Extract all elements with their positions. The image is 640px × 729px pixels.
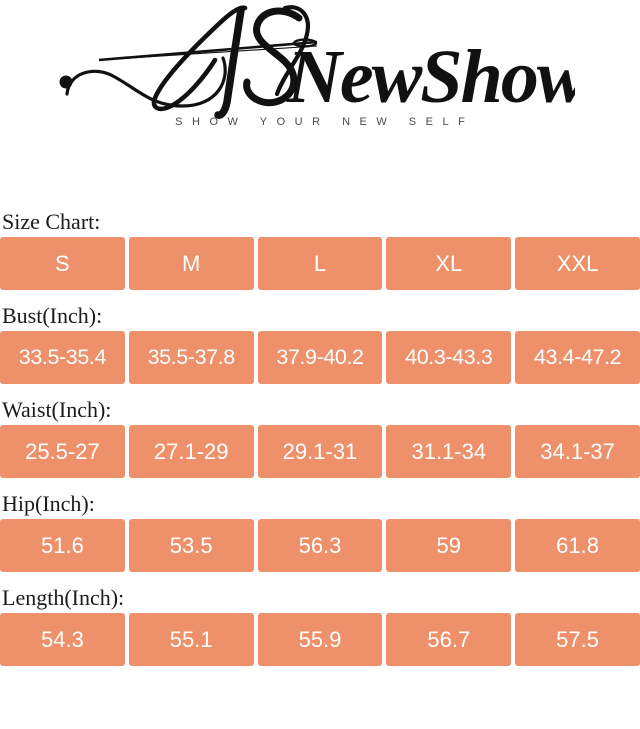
size-cell-l: L	[257, 237, 383, 290]
length-row-label: Length(Inch):	[2, 585, 125, 610]
length-cell-xxl: 57.5	[515, 613, 640, 666]
size-header-row: S M L XL XXL	[0, 237, 640, 290]
waist-row-label: Waist(Inch):	[2, 397, 112, 422]
size-cell-xl: XL	[386, 237, 512, 290]
waist-cell-m: 27.1-29	[128, 425, 254, 478]
size-cell-s: S	[0, 237, 125, 290]
size-cell-xxl: XXL	[515, 237, 640, 290]
waist-cell-l: 29.1-31	[257, 425, 383, 478]
length-cell-m: 55.1	[128, 613, 254, 666]
needle-and-thread-icon: NewShows	[59, 5, 616, 119]
waist-cell-s: 25.5-27	[0, 425, 125, 478]
length-row: 54.3 55.1 55.9 56.7 57.5	[0, 613, 640, 666]
hip-cell-l: 56.3	[257, 519, 383, 572]
hip-row-label: Hip(Inch):	[2, 491, 95, 516]
hip-cell-xxl: 61.8	[515, 519, 640, 572]
length-cell-s: 54.3	[0, 613, 125, 666]
hip-row: 51.6 53.5 56.3 59 61.8	[0, 519, 640, 572]
hip-cell-xl: 59	[386, 519, 512, 572]
brand-logo: NewShows	[55, 2, 616, 120]
bust-row: 33.5-35.4 35.5-37.8 37.9-40.2 40.3-43.3 …	[0, 331, 640, 384]
bust-cell-m: 35.5-37.8	[128, 331, 254, 384]
bust-cell-l: 37.9-40.2	[257, 331, 383, 384]
waist-cell-xxl: 34.1-37	[515, 425, 640, 478]
size-chart: Size Chart: S M L XL XXL Bust(Inch): 33.…	[0, 208, 640, 666]
size-chart-title: Size Chart:	[2, 209, 101, 234]
length-cell-l: 55.9	[257, 613, 383, 666]
brand-wordmark: NewShows	[286, 35, 575, 119]
brand-tagline: SHOW YOUR NEW SELF	[175, 116, 475, 128]
hip-cell-m: 53.5	[128, 519, 254, 572]
size-cell-m: M	[128, 237, 254, 290]
bust-cell-xl: 40.3-43.3	[386, 331, 512, 384]
bust-cell-s: 33.5-35.4	[0, 331, 125, 384]
length-cell-xl: 56.7	[386, 613, 512, 666]
bust-row-label: Bust(Inch):	[2, 303, 103, 328]
waist-cell-xl: 31.1-34	[386, 425, 512, 478]
brand-header: NewShows SHOW YOUR NEW SELF	[0, 0, 640, 200]
bust-cell-xxl: 43.4-47.2	[515, 331, 640, 384]
flourish-dot-icon	[59, 75, 73, 89]
waist-row: 25.5-27 27.1-29 29.1-31 31.1-34 34.1-37	[0, 425, 640, 478]
hip-cell-s: 51.6	[0, 519, 125, 572]
